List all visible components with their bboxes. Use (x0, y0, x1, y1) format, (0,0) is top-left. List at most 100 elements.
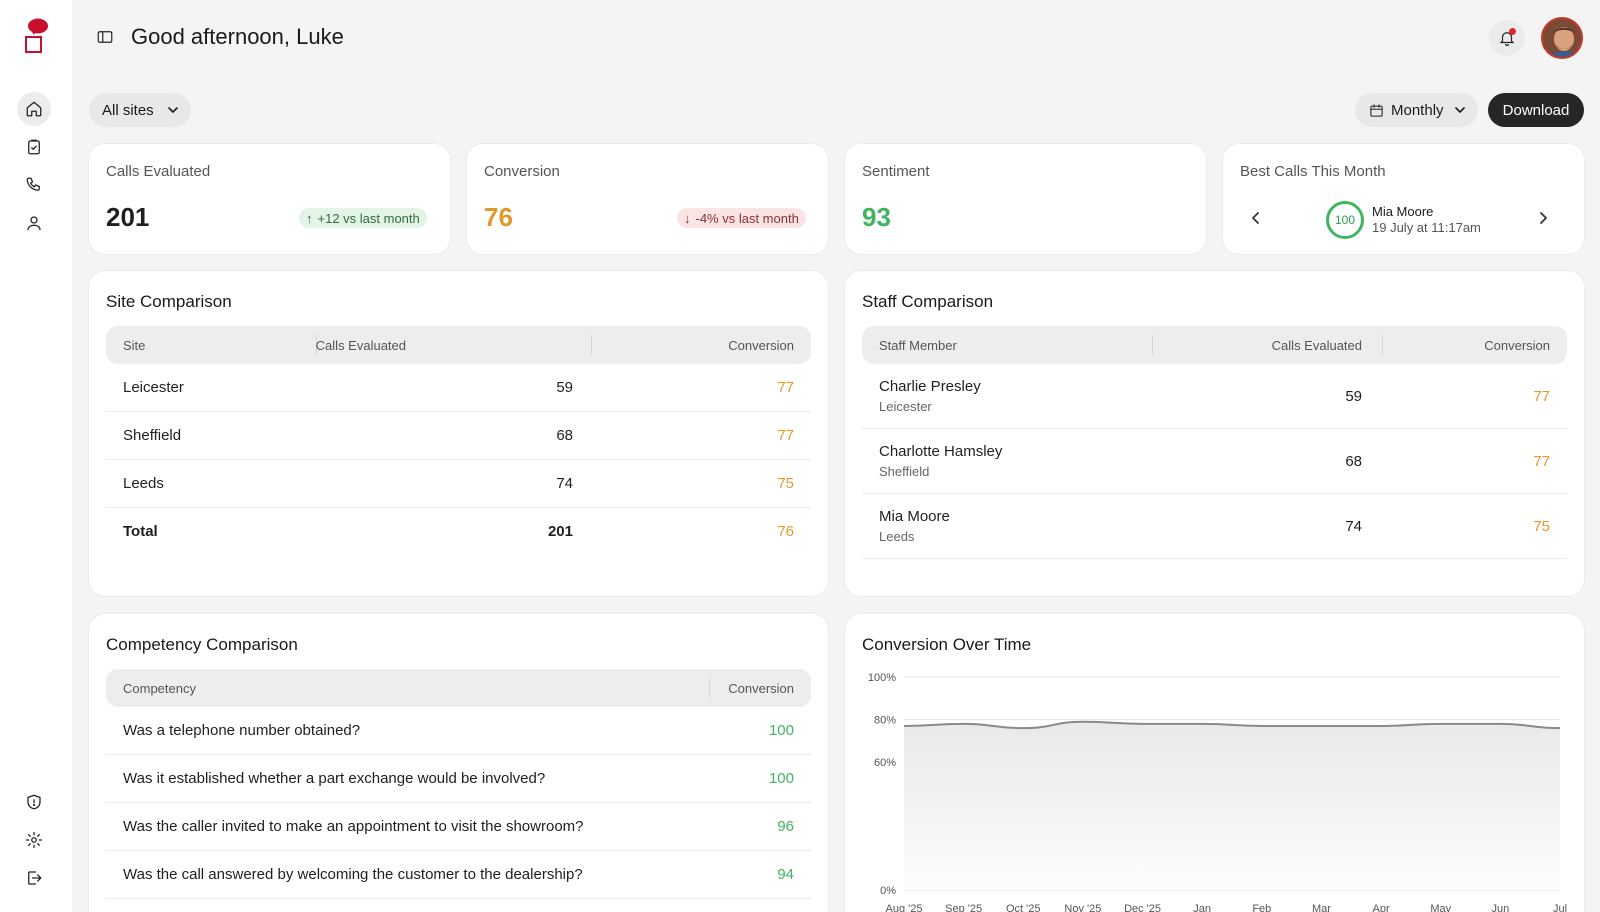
site-name: Leeds (123, 475, 164, 492)
table-row[interactable]: Charlie Presley Leicester 59 77 (862, 364, 1567, 429)
column-header: Staff Member (879, 338, 957, 353)
sidebar-toggle-icon (97, 31, 113, 43)
staff-site: Sheffield (879, 464, 930, 479)
column-header: Conversion (1484, 338, 1550, 353)
calls-value: 59 (556, 379, 573, 396)
staff-name: Mia Moore (879, 508, 950, 525)
table-total-row: Total 201 76 (106, 508, 811, 556)
avatar[interactable] (1541, 17, 1583, 59)
table-header: Competency Conversion (106, 669, 811, 707)
best-call-name[interactable]: Mia Moore (1372, 204, 1434, 219)
notification-dot (1509, 28, 1516, 35)
avatar-image (1543, 19, 1581, 57)
nav-home[interactable] (17, 92, 51, 126)
download-button[interactable]: Download (1488, 93, 1584, 127)
table-row[interactable]: Leeds 74 75 (106, 460, 811, 508)
conversion-value: 77 (1533, 388, 1550, 405)
conversion-value: 94 (777, 866, 794, 883)
x-tick-label: Sep '25 (945, 903, 982, 912)
nav-evaluations[interactable] (17, 130, 51, 164)
shield-icon (27, 794, 41, 810)
phone-icon (26, 177, 40, 191)
table-row[interactable]: Was the caller invited to make an appoin… (106, 803, 811, 851)
table-row[interactable]: Was a telephone number obtained? 100 (106, 707, 811, 755)
table-row[interactable]: Leicester 59 77 (106, 364, 811, 412)
conversion-card: Conversion 76 ↓ -4% vs last month (467, 144, 828, 254)
stat-label: Conversion (484, 163, 560, 180)
conversion-line-chart: 0% 60% 80% 100% Aug '25 Sep '25 Oct '25 Nov '25… (868, 672, 1567, 912)
staff-site: Leeds (879, 529, 915, 544)
user-icon (27, 216, 41, 231)
y-tick-label: 0% (880, 885, 896, 897)
card-title: Competency Comparison (106, 635, 298, 654)
table-row[interactable]: Charlotte Hamsley Sheffield 68 77 (862, 429, 1567, 494)
best-calls-card: Best Calls This Month 100 Mia Moore 19 J… (1223, 144, 1584, 254)
table-row[interactable]: Was the call answered by welcoming the c… (106, 851, 811, 899)
table-row[interactable]: Mia Moore Leeds 74 75 (862, 494, 1567, 559)
stat-value: 201 (106, 202, 150, 232)
conversion-value: 75 (1533, 518, 1550, 535)
conversion-value: 100 (768, 770, 794, 787)
sentiment-card: Sentiment 93 (845, 144, 1206, 254)
site-filter-dropdown[interactable]: All sites (89, 93, 191, 127)
site-name: Leicester (123, 379, 184, 396)
stat-value: 93 (862, 202, 891, 232)
competency-question: Was a telephone number obtained? (123, 722, 361, 739)
nav-staff[interactable] (17, 206, 51, 240)
best-call-date: 19 July at 11:17am (1372, 220, 1481, 235)
previous-call-button[interactable] (1248, 210, 1264, 226)
conversion-value: 77 (777, 427, 794, 444)
nav-security[interactable] (17, 785, 51, 819)
x-tick-label: Apr (1373, 903, 1390, 912)
competency-question: Was the call answered by welcoming the c… (123, 866, 583, 883)
logout-icon (28, 871, 42, 885)
competency-comparison-card: Competency Comparison Competency Convers… (89, 614, 828, 912)
sidebar (0, 0, 72, 912)
nav-calls[interactable] (17, 168, 51, 202)
column-header: Competency (123, 681, 196, 696)
chevron-left-icon (1252, 212, 1259, 224)
chevron-right-icon (1540, 212, 1547, 224)
y-tick-label: 80% (874, 715, 896, 727)
staff-site: Leicester (879, 399, 932, 414)
staff-name: Charlie Presley (879, 378, 981, 395)
site-filter-value: All sites (102, 101, 154, 119)
table-row[interactable]: Was it established whether a part exchan… (106, 755, 811, 803)
table-row[interactable]: Sheffield 68 77 (106, 412, 811, 460)
x-tick-label: Jan (1193, 903, 1211, 912)
scroll-fade (845, 556, 1584, 596)
nav-settings[interactable] (17, 823, 51, 857)
stat-label: Calls Evaluated (106, 163, 211, 180)
app-logo[interactable] (22, 18, 52, 54)
calls-value: 59 (1345, 388, 1362, 405)
next-call-button[interactable] (1535, 210, 1551, 226)
y-tick-label: 100% (868, 672, 896, 684)
nav-logout[interactable] (17, 861, 51, 895)
x-tick-label: Feb (1252, 903, 1271, 912)
period-filter-value: Monthly (1391, 101, 1444, 119)
period-filter-dropdown[interactable]: Monthly (1355, 93, 1478, 127)
conversion-value: 100 (768, 722, 794, 739)
stat-value: 76 (484, 202, 513, 232)
site-name: Sheffield (123, 427, 182, 444)
x-tick-label: Jul (1553, 903, 1567, 912)
staff-name: Charlotte Hamsley (879, 443, 1003, 460)
notifications-button[interactable] (1489, 20, 1525, 56)
call-score[interactable]: 100 (1326, 201, 1364, 239)
column-header: Calls Evaluated (1271, 338, 1362, 353)
clipboard-check-icon (28, 139, 40, 155)
sidebar-toggle-button[interactable] (96, 28, 114, 46)
trend-text: +12 vs last month (317, 210, 420, 226)
conversion-value: 76 (777, 523, 794, 540)
series-line[interactable] (903, 720, 1561, 730)
x-tick-label: Oct '25 (1006, 903, 1041, 912)
competency-question: Was the caller invited to make an appoin… (123, 818, 584, 835)
home-icon (26, 101, 42, 117)
page-title: Good afternoon, Luke (131, 24, 344, 49)
x-tick-label: Aug '25 (886, 903, 923, 912)
calls-value: 201 (547, 523, 573, 540)
column-header: Conversion (728, 338, 794, 353)
column-header: Calls Evaluated (315, 338, 406, 353)
calls-value: 68 (556, 427, 573, 444)
trend-up-badge: ↑ +12 vs last month (299, 208, 427, 228)
